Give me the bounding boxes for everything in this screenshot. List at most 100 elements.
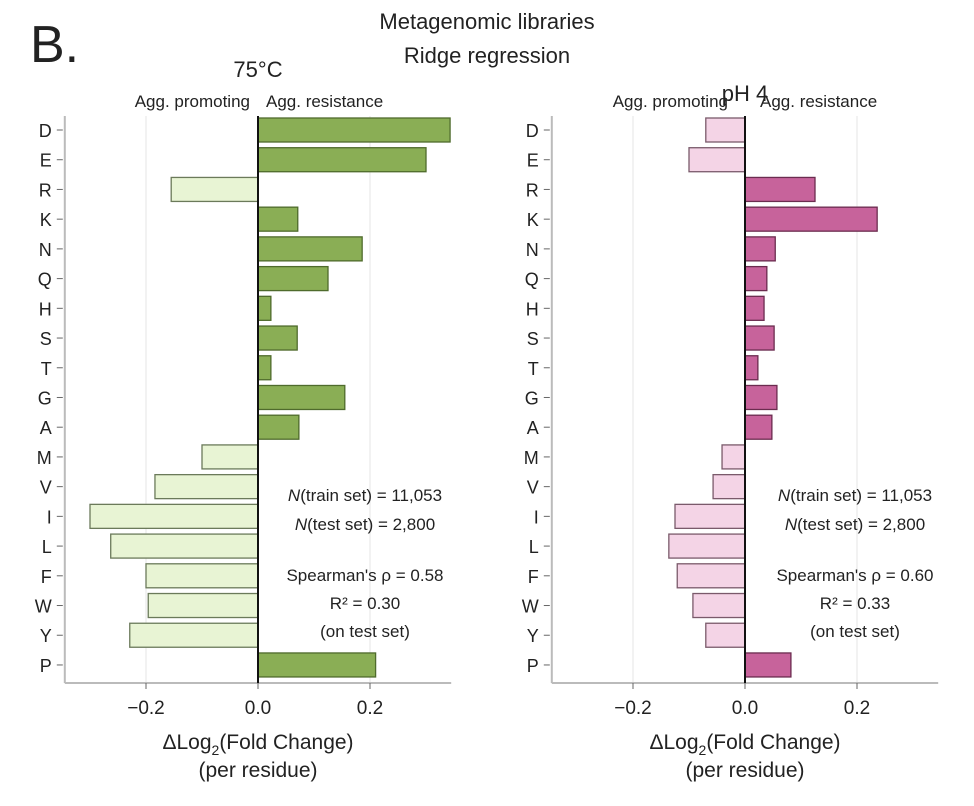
x-axis-label-line2: (per residue)	[198, 759, 317, 782]
y-tick-label-W: W	[522, 597, 539, 617]
x-axis-label: ΔLog2(Fold Change)	[649, 731, 840, 758]
bar-F	[145, 563, 259, 589]
x-tick-label: −0.2	[127, 698, 165, 719]
r-squared: R² = 0.33	[820, 594, 890, 613]
bar-N	[744, 236, 776, 262]
y-tick-label-V: V	[40, 478, 52, 498]
y-tick-label-H: H	[526, 299, 539, 319]
bar-D	[257, 117, 451, 143]
chart-title: pH 4	[722, 81, 768, 106]
x-tick-label: 0.2	[357, 698, 383, 719]
y-tick-label-W: W	[35, 597, 52, 617]
bar-G	[744, 384, 778, 411]
bar-S	[257, 325, 298, 351]
y-tick-label-S: S	[40, 329, 52, 349]
bar-H	[744, 295, 765, 321]
panel-letter: B.	[30, 16, 79, 74]
train-count: (train set) = 11,053	[790, 486, 932, 505]
bar-N	[257, 236, 363, 262]
y-tick-label-G: G	[38, 388, 52, 408]
bar-E	[688, 147, 746, 173]
bar-M	[201, 444, 259, 470]
bar-P	[744, 652, 792, 678]
svg-text:N(test set) = 2,800: N(test set) = 2,800	[295, 515, 435, 534]
bar-Q	[257, 265, 329, 292]
left-header: Agg. promoting	[613, 92, 728, 111]
bar-A	[257, 414, 300, 440]
y-tick-label-M: M	[37, 448, 52, 468]
bar-A	[744, 414, 773, 440]
y-tick-label-V: V	[527, 478, 539, 498]
right-header: Agg. resistance	[760, 92, 877, 111]
x-tick-label: 0.0	[732, 698, 758, 719]
y-tick-label-A: A	[527, 418, 539, 438]
bar-Y	[129, 622, 259, 648]
x-tick-label: 0.0	[245, 698, 271, 719]
test-count: (test set) = 2,800	[307, 515, 435, 534]
bar-Y	[705, 622, 746, 648]
y-tick-label-Y: Y	[40, 626, 52, 646]
y-tick-label-K: K	[527, 210, 539, 230]
chart-ph4: pH 4 Agg. promoting Agg. resistance −0.2…	[522, 81, 939, 782]
y-tick-label-R: R	[526, 180, 539, 200]
y-tick-label-Y: Y	[527, 626, 539, 646]
y-tick-label-T: T	[41, 359, 52, 379]
x-tick-label: 0.2	[844, 698, 870, 719]
y-tick-label-N: N	[39, 240, 52, 260]
n-symbol: N	[778, 486, 791, 505]
y-tick-label-Q: Q	[38, 270, 52, 290]
y-tick-label-T: T	[528, 359, 539, 379]
n-symbol: N	[288, 486, 301, 505]
y-tick-label-D: D	[526, 121, 539, 141]
y-tick-label-P: P	[40, 656, 52, 676]
bar-K	[744, 206, 878, 232]
bar-W	[692, 592, 746, 619]
y-tick-label-D: D	[39, 121, 52, 141]
bar-F	[676, 563, 746, 589]
annotation: N(train set) = 11,053 N (test set) = 2,80…	[776, 486, 933, 641]
svg-text:N(train set) = 11,053: N(train set) = 11,053	[288, 486, 442, 505]
x-tick-label: −0.2	[614, 698, 652, 719]
bar-E	[257, 147, 427, 173]
annotation-note: (on test set)	[320, 622, 410, 641]
chart-title: 75°C	[233, 57, 282, 82]
bar-H	[257, 295, 272, 321]
bar-R	[744, 176, 816, 203]
r-squared: R² = 0.30	[330, 594, 400, 613]
chart-75c: 75°C Agg. promoting Agg. resistance −0.2…	[35, 57, 452, 782]
x-axis-label-line2: (per residue)	[685, 759, 804, 782]
right-header: Agg. resistance	[266, 92, 383, 111]
y-tick-label-I: I	[47, 507, 52, 527]
y-tick-label-F: F	[528, 567, 539, 587]
svg-text:N(train set) = 11,053: N(train set) = 11,053	[778, 486, 932, 505]
bar-I	[89, 503, 259, 530]
bar-G	[257, 384, 346, 411]
annotation-note: (on test set)	[810, 622, 900, 641]
bar-S	[744, 325, 775, 351]
bar-T	[744, 355, 759, 381]
bar-L	[668, 533, 746, 559]
y-tick-label-N: N	[526, 240, 539, 260]
spearman: Spearman's ρ = 0.58	[286, 566, 443, 585]
y-tick-label-L: L	[42, 537, 52, 557]
bar-D	[705, 117, 746, 143]
y-tick-label-S: S	[527, 329, 539, 349]
y-tick-label-E: E	[40, 151, 52, 171]
left-header: Agg. promoting	[135, 92, 250, 111]
y-tick-label-R: R	[39, 180, 52, 200]
bar-L	[110, 533, 259, 559]
test-count: (test set) = 2,800	[797, 515, 925, 534]
y-tick-label-M: M	[524, 448, 539, 468]
y-tick-label-Q: Q	[525, 270, 539, 290]
bar-K	[257, 206, 299, 232]
bar-R	[170, 176, 259, 203]
annotation: N(train set) = 11,053 N(test set) = 2,80…	[286, 486, 443, 641]
y-tick-label-A: A	[40, 418, 52, 438]
bar-Q	[744, 265, 768, 292]
bar-W	[147, 592, 259, 619]
y-tick-label-G: G	[525, 388, 539, 408]
bar-M	[721, 444, 746, 470]
